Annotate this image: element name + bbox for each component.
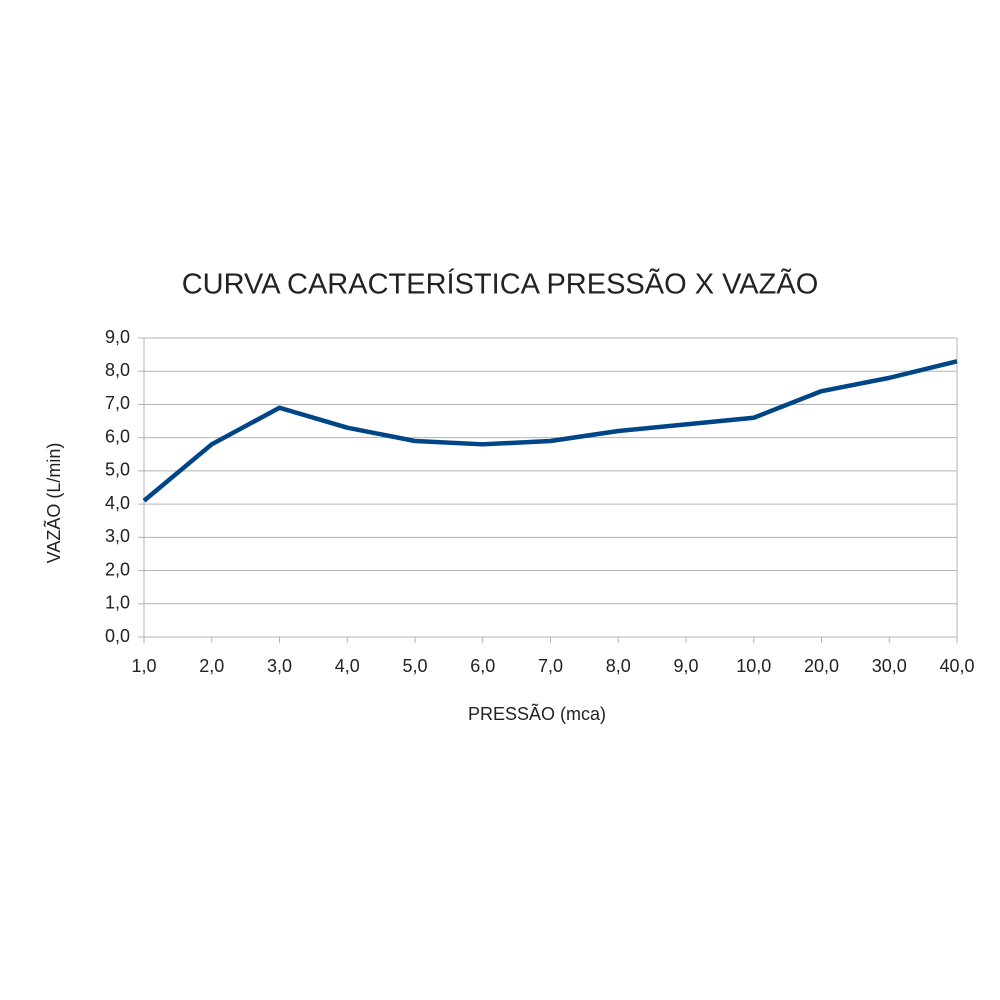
x-tick-label: 8,0 — [606, 656, 631, 676]
x-tick-label: 2,0 — [199, 656, 224, 676]
x-tick-label: 3,0 — [267, 656, 292, 676]
x-tick-label: 5,0 — [402, 656, 427, 676]
x-tick-label: 30,0 — [872, 656, 907, 676]
y-tick-label: 7,0 — [105, 393, 130, 413]
y-tick-label: 0,0 — [105, 626, 130, 646]
x-tick-label: 9,0 — [673, 656, 698, 676]
x-tick-label: 20,0 — [804, 656, 839, 676]
y-tick-label: 2,0 — [105, 559, 130, 579]
y-tick-label: 3,0 — [105, 526, 130, 546]
x-tick-label: 1,0 — [131, 656, 156, 676]
chart-title: CURVA CARACTERÍSTICA PRESSÃO X VAZÃO — [182, 267, 819, 301]
x-tick-label: 7,0 — [538, 656, 563, 676]
y-tick-label: 9,0 — [105, 327, 130, 347]
y-tick-label: 8,0 — [105, 360, 130, 380]
x-tick-label: 6,0 — [470, 656, 495, 676]
x-tick-label: 4,0 — [335, 656, 360, 676]
data-line — [142, 359, 958, 503]
x-tick-label: 40,0 — [939, 656, 974, 676]
y-tick-label: 4,0 — [105, 493, 130, 513]
y-tick-label: 5,0 — [105, 460, 130, 480]
x-tick-label: 10,0 — [736, 656, 771, 676]
y-tick-label: 1,0 — [105, 593, 130, 613]
y-axis-label: VAZÃO (L/min) — [43, 443, 64, 564]
y-tick-label: 6,0 — [105, 426, 130, 446]
x-axis-label: PRESSÃO (mca) — [468, 703, 606, 724]
